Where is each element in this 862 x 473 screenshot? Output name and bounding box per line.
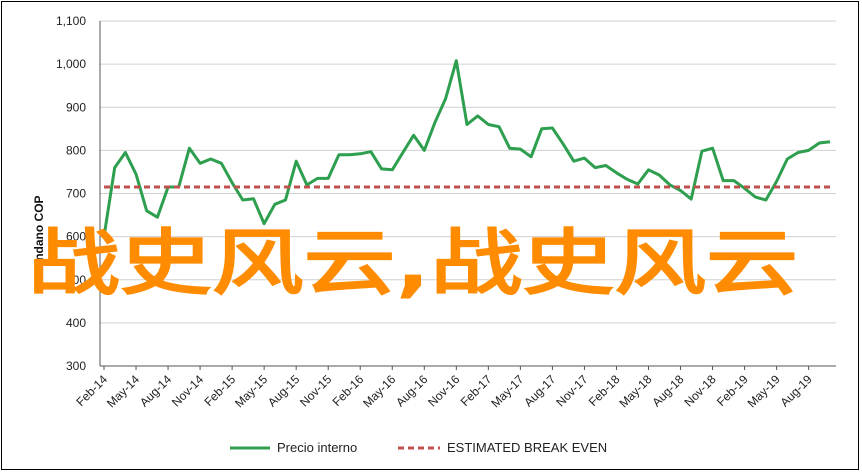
x-tick-label: Aug-19 <box>778 372 815 409</box>
y-tick-label: 700 <box>66 187 86 201</box>
legend-label-precio: Precio interno <box>277 440 357 455</box>
y-axis-label: Tondano COP <box>32 195 46 274</box>
y-tick-label: 1,000 <box>56 57 86 71</box>
y-tick-label: 300 <box>66 359 86 373</box>
x-tick-label: May-15 <box>232 372 270 410</box>
x-tick-label: Feb-17 <box>458 372 495 409</box>
x-tick-label: May-17 <box>488 372 526 410</box>
x-tick-label: Feb-16 <box>330 372 367 409</box>
x-tick-label: Nov-16 <box>425 372 462 409</box>
x-tick-label: Nov-14 <box>169 372 206 409</box>
series-line-precio-interno <box>102 59 831 237</box>
y-tick-label: 400 <box>66 316 86 330</box>
x-tick-label: Feb-18 <box>586 372 623 409</box>
y-tick-label: 500 <box>66 273 86 287</box>
x-tick-label: Aug-16 <box>393 372 430 409</box>
x-tick-label: Nov-15 <box>297 372 334 409</box>
x-tick-label: May-14 <box>104 372 142 410</box>
series-group <box>102 59 831 237</box>
y-axis-ticks: 300 400 500 600 700 800 900 1,000 1,100 <box>56 14 86 373</box>
y-tick-label: 800 <box>66 143 86 157</box>
y-tick-label: 600 <box>66 230 86 244</box>
x-tick-label: Nov-17 <box>553 372 590 409</box>
x-tick-label: Aug-18 <box>649 372 686 409</box>
legend: Precio interno ESTIMATED BREAK EVEN <box>230 440 607 455</box>
x-tick-label: Feb-14 <box>73 372 110 409</box>
x-tick-label: Aug-15 <box>265 372 302 409</box>
y-tick-label: 1,100 <box>56 14 86 28</box>
x-tick-label: May-16 <box>360 372 398 410</box>
watermark-overlay-text: 战史风云,战史风云 <box>28 221 798 305</box>
x-tick-label: Feb-19 <box>714 372 751 409</box>
x-tick-label: Feb-15 <box>201 372 238 409</box>
x-tick-label: May-19 <box>745 372 783 410</box>
legend-label-break-even: ESTIMATED BREAK EVEN <box>447 440 607 455</box>
x-tick-label: Aug-14 <box>137 372 174 409</box>
x-tick-label: Nov-18 <box>681 372 718 409</box>
y-tick-label: 900 <box>66 100 86 114</box>
x-tick-label: May-18 <box>616 372 654 410</box>
x-tick-label: Aug-17 <box>521 372 558 409</box>
gridlines <box>100 20 836 324</box>
x-axis-ticks: Feb-14May-14Aug-14Nov-14Feb-15May-15Aug-… <box>73 366 815 410</box>
